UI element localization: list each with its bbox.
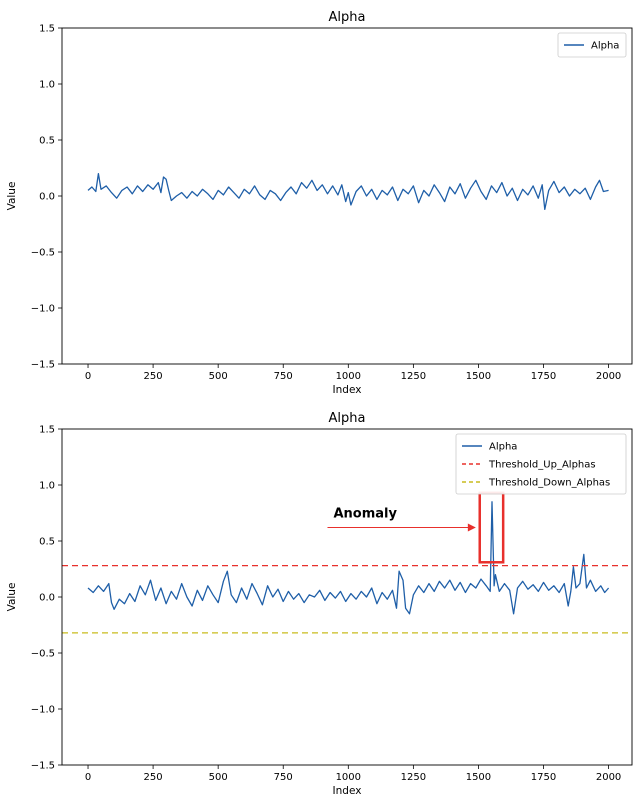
legend: Alpha Threshold_Up_Alphas Threshold_Down_A… xyxy=(455,433,627,495)
legend-box xyxy=(557,32,627,58)
x-tick-label: 250 xyxy=(144,772,163,783)
x-tick-label: 500 xyxy=(209,371,228,382)
legend: Alpha xyxy=(557,32,627,58)
y-tick-label: −0.5 xyxy=(31,248,55,259)
legend-entry: Threshold_Up_Alphas xyxy=(488,460,596,471)
legend-entry: Alpha xyxy=(489,442,517,453)
x-tick-label: 2000 xyxy=(596,371,621,382)
legend-box xyxy=(455,433,627,495)
x-tick-label: 1000 xyxy=(336,371,361,382)
x-tick-label: 500 xyxy=(209,772,228,783)
chart-title: Alpha xyxy=(329,10,366,25)
series-line xyxy=(87,172,609,211)
chart-2: Alpha 0 250 500 750 1000 1250 1500 1750 2000 −1.5 −… xyxy=(6,411,633,797)
x-tick-label: 1000 xyxy=(336,772,361,783)
x-tick-label: 1500 xyxy=(466,772,491,783)
y-tick-label: 0.5 xyxy=(39,537,55,548)
plot-area xyxy=(87,172,609,211)
x-tick-label: 1250 xyxy=(401,371,426,382)
legend-entry: Alpha xyxy=(591,41,619,52)
y-tick-label: 1.5 xyxy=(39,425,55,436)
y-tick-label: −1.0 xyxy=(31,705,55,716)
x-tick-label: 1500 xyxy=(466,371,491,382)
y-tick-label: −1.0 xyxy=(31,304,55,315)
y-axis-label: Value xyxy=(6,182,18,211)
x-tick-label: 2000 xyxy=(596,772,621,783)
anomaly-arrow-head xyxy=(467,523,476,532)
y-axis-label: Value xyxy=(6,583,18,612)
anomaly-label: Anomaly xyxy=(333,506,397,521)
x-tick-label: 0 xyxy=(85,772,91,783)
y-tick-label: 1.0 xyxy=(39,80,55,91)
series-line xyxy=(87,501,610,615)
y-tick-label: 1.0 xyxy=(39,481,55,492)
legend-entry: Threshold_Down_Alphas xyxy=(488,478,610,489)
x-tick-label: 750 xyxy=(274,371,293,382)
x-tick-label: 750 xyxy=(274,772,293,783)
y-tick-label: −1.5 xyxy=(31,761,55,772)
y-tick-label: 0.5 xyxy=(39,136,55,147)
axes-frame xyxy=(61,428,633,766)
x-tick-label: 1750 xyxy=(531,772,556,783)
chart-1: Alpha 0 250 500 750 1000 1250 1500 1750 2000 −1.5 −… xyxy=(6,10,633,396)
y-tick-label: 0.0 xyxy=(39,192,55,203)
plot-area xyxy=(62,501,632,634)
x-tick-label: 1750 xyxy=(531,371,556,382)
y-tick-label: 1.5 xyxy=(39,24,55,35)
y-tick-label: −1.5 xyxy=(31,360,55,371)
x-tick-label: 1250 xyxy=(401,772,426,783)
x-tick-label: 250 xyxy=(144,371,163,382)
x-axis-label: Index xyxy=(333,384,362,396)
y-tick-label: 0.0 xyxy=(39,593,55,604)
y-tick-label: −0.5 xyxy=(31,649,55,660)
chart-title: Alpha xyxy=(329,411,366,426)
x-tick-label: 0 xyxy=(85,371,91,382)
x-axis-label: Index xyxy=(333,785,362,797)
axes-frame xyxy=(61,27,633,365)
